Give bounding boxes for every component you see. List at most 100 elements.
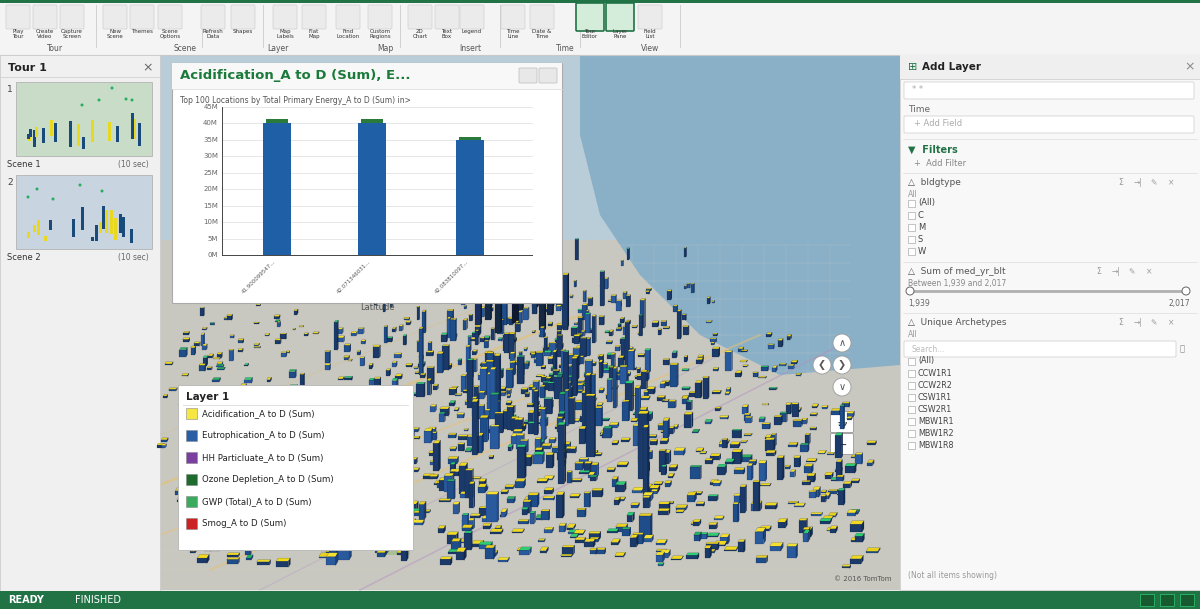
Polygon shape bbox=[796, 544, 798, 558]
Polygon shape bbox=[352, 534, 358, 536]
Polygon shape bbox=[486, 486, 488, 491]
Polygon shape bbox=[203, 329, 206, 330]
Polygon shape bbox=[398, 470, 408, 473]
Bar bbox=[138, 128, 142, 143]
Polygon shape bbox=[738, 349, 743, 351]
Polygon shape bbox=[239, 421, 244, 438]
Polygon shape bbox=[710, 479, 718, 482]
Polygon shape bbox=[544, 399, 552, 414]
Polygon shape bbox=[725, 392, 731, 393]
Polygon shape bbox=[550, 287, 554, 289]
Polygon shape bbox=[509, 319, 512, 325]
Polygon shape bbox=[676, 507, 685, 510]
Polygon shape bbox=[389, 515, 396, 518]
Polygon shape bbox=[648, 371, 649, 381]
Polygon shape bbox=[275, 320, 280, 322]
Polygon shape bbox=[499, 369, 500, 374]
Polygon shape bbox=[650, 513, 653, 538]
Polygon shape bbox=[470, 516, 480, 518]
Polygon shape bbox=[654, 387, 655, 395]
Polygon shape bbox=[517, 355, 524, 356]
Polygon shape bbox=[462, 528, 472, 531]
Polygon shape bbox=[390, 530, 403, 534]
Polygon shape bbox=[248, 500, 259, 502]
Polygon shape bbox=[253, 443, 256, 449]
Polygon shape bbox=[452, 473, 454, 491]
Polygon shape bbox=[622, 338, 626, 339]
Polygon shape bbox=[697, 355, 703, 357]
Polygon shape bbox=[476, 395, 478, 400]
Polygon shape bbox=[559, 526, 565, 532]
Polygon shape bbox=[424, 476, 433, 479]
Polygon shape bbox=[584, 337, 590, 339]
Polygon shape bbox=[209, 354, 214, 356]
Polygon shape bbox=[455, 462, 456, 473]
Polygon shape bbox=[722, 440, 727, 448]
Polygon shape bbox=[706, 544, 718, 549]
Polygon shape bbox=[360, 357, 365, 358]
Polygon shape bbox=[539, 270, 542, 271]
Polygon shape bbox=[576, 335, 582, 342]
Polygon shape bbox=[676, 512, 683, 513]
Circle shape bbox=[814, 356, 830, 374]
Polygon shape bbox=[487, 296, 491, 305]
Polygon shape bbox=[577, 317, 583, 318]
Polygon shape bbox=[486, 294, 492, 296]
Polygon shape bbox=[574, 348, 580, 365]
Polygon shape bbox=[586, 373, 592, 375]
Polygon shape bbox=[611, 295, 617, 296]
Polygon shape bbox=[637, 369, 640, 373]
Text: Scene
Options: Scene Options bbox=[160, 29, 180, 40]
Polygon shape bbox=[598, 537, 599, 542]
Polygon shape bbox=[694, 522, 700, 526]
Bar bbox=[160, 240, 900, 590]
FancyBboxPatch shape bbox=[230, 5, 256, 29]
Polygon shape bbox=[574, 347, 581, 348]
Polygon shape bbox=[611, 543, 618, 545]
Polygon shape bbox=[683, 510, 685, 513]
Polygon shape bbox=[212, 435, 216, 438]
Polygon shape bbox=[631, 418, 638, 421]
Polygon shape bbox=[203, 456, 205, 460]
Text: Create
Video: Create Video bbox=[36, 29, 54, 40]
Polygon shape bbox=[868, 463, 872, 466]
Text: Acidification_A to D (Sum): Acidification_A to D (Sum) bbox=[202, 409, 314, 418]
Polygon shape bbox=[709, 523, 718, 524]
Polygon shape bbox=[515, 312, 520, 315]
Polygon shape bbox=[503, 411, 509, 429]
Polygon shape bbox=[169, 388, 178, 389]
Polygon shape bbox=[236, 529, 250, 531]
Polygon shape bbox=[274, 541, 287, 544]
Polygon shape bbox=[472, 396, 478, 398]
Polygon shape bbox=[589, 396, 593, 411]
Polygon shape bbox=[392, 381, 397, 400]
Polygon shape bbox=[649, 396, 650, 400]
Polygon shape bbox=[184, 333, 188, 335]
Polygon shape bbox=[655, 540, 667, 543]
Polygon shape bbox=[574, 530, 586, 533]
Polygon shape bbox=[652, 492, 653, 501]
Polygon shape bbox=[480, 415, 488, 418]
FancyBboxPatch shape bbox=[172, 63, 562, 303]
Polygon shape bbox=[670, 450, 671, 463]
Polygon shape bbox=[485, 479, 486, 485]
Polygon shape bbox=[202, 390, 205, 393]
Polygon shape bbox=[673, 305, 678, 306]
Polygon shape bbox=[491, 395, 498, 396]
Polygon shape bbox=[270, 297, 272, 300]
Text: ×: × bbox=[1168, 178, 1175, 187]
Polygon shape bbox=[181, 488, 184, 495]
Polygon shape bbox=[763, 528, 766, 544]
Polygon shape bbox=[658, 395, 665, 398]
Text: ▼  Filters: ▼ Filters bbox=[908, 145, 958, 155]
Polygon shape bbox=[509, 409, 510, 429]
Polygon shape bbox=[540, 547, 548, 551]
Polygon shape bbox=[217, 414, 222, 415]
Polygon shape bbox=[604, 432, 606, 436]
Polygon shape bbox=[725, 356, 730, 357]
Polygon shape bbox=[774, 450, 776, 456]
Polygon shape bbox=[479, 479, 486, 481]
Polygon shape bbox=[509, 268, 511, 269]
Polygon shape bbox=[331, 537, 341, 548]
Polygon shape bbox=[535, 518, 542, 519]
